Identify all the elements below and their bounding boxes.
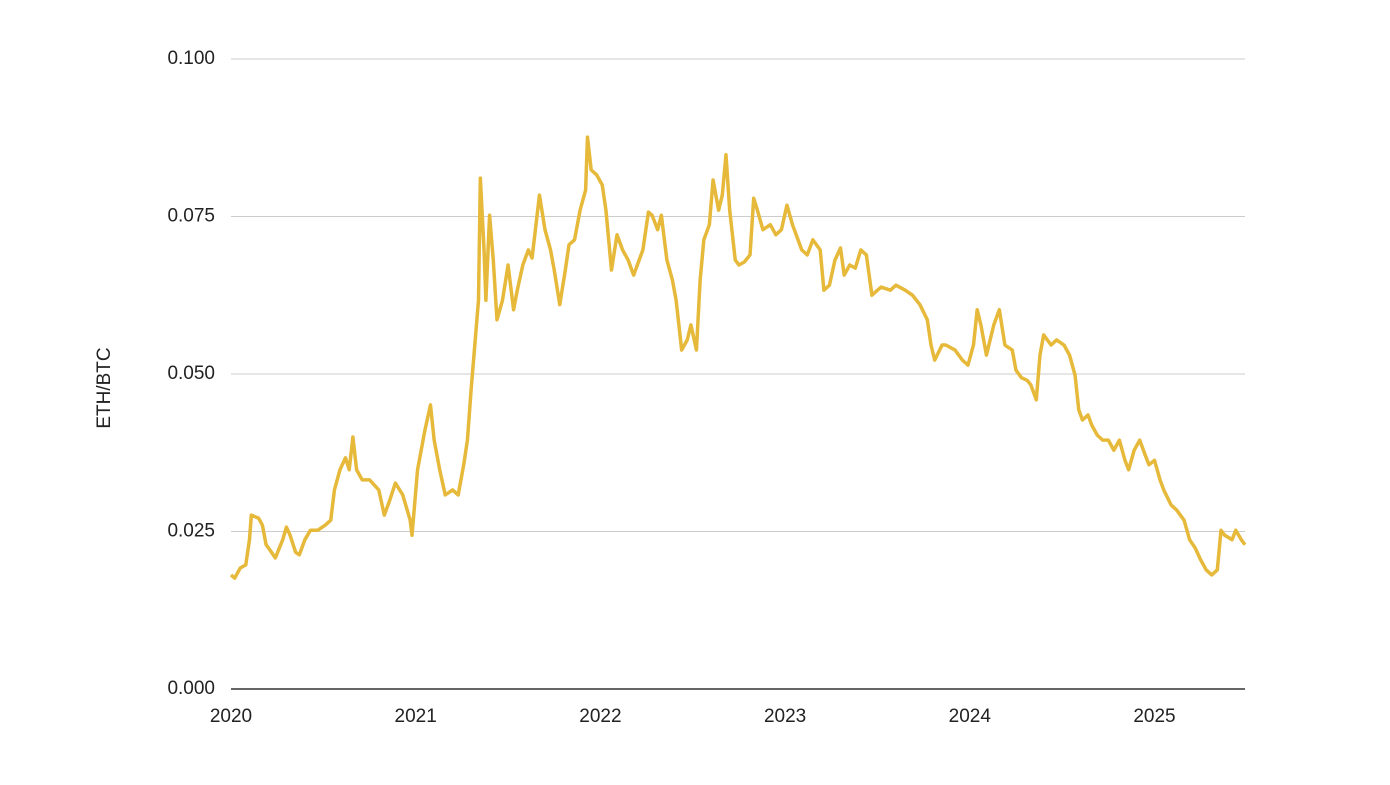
data-line	[229, 135, 1247, 580]
x-tick-label: 2020	[210, 706, 252, 727]
y-axis-label: ETH/BTC	[94, 347, 115, 428]
x-tick-label: 2023	[764, 706, 806, 727]
y-tick-label: 0.050	[167, 363, 215, 384]
y-tick-label: 0.100	[167, 48, 215, 69]
x-tick-label: 2021	[395, 706, 437, 727]
x-tick-label: 2025	[1133, 706, 1175, 727]
x-tick-label: 2022	[579, 706, 621, 727]
y-tick-label: 0.075	[167, 206, 215, 227]
x-tick-label: 2024	[949, 706, 992, 727]
y-tick-label: 0.000	[167, 678, 215, 699]
y-tick-label: 0.025	[167, 521, 215, 542]
